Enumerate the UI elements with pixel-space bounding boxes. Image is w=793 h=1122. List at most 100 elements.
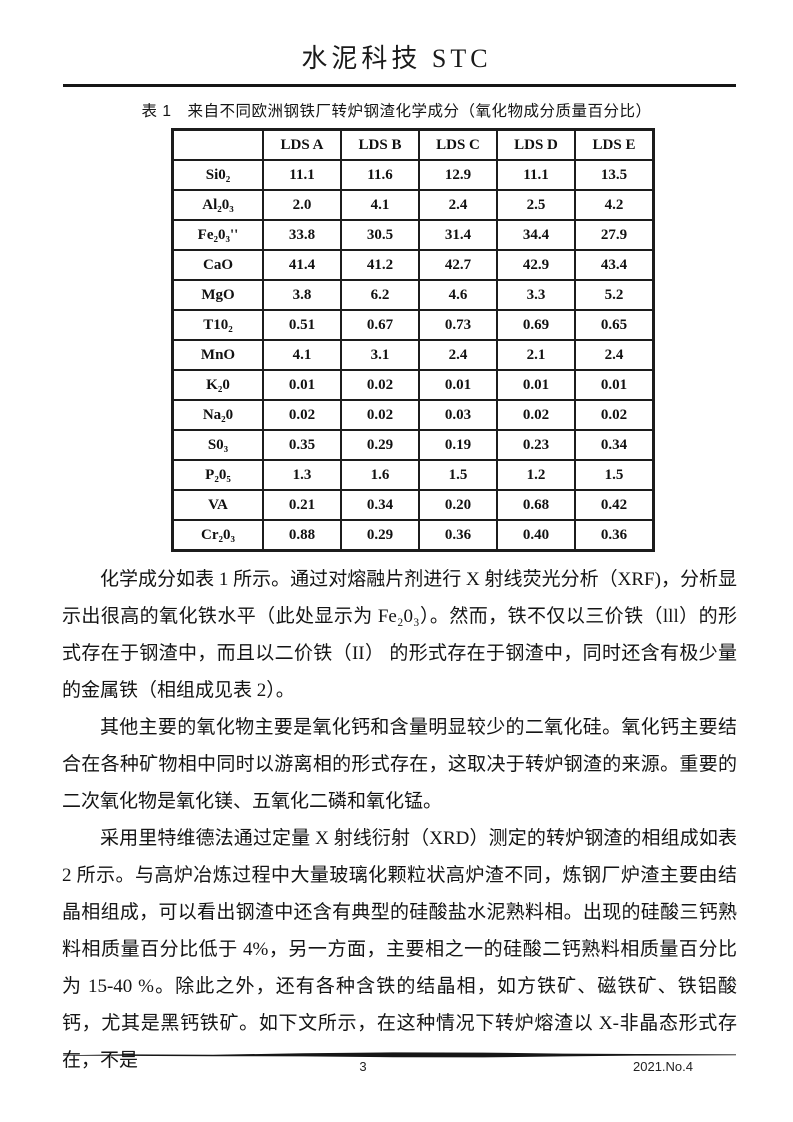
table-cell: 0.35 <box>262 429 342 461</box>
table-cell: 0.40 <box>496 519 576 552</box>
table-row: S0₃ 0.35 0.29 0.19 0.23 0.34 <box>171 429 655 461</box>
table-cell: 0.34 <box>574 429 655 461</box>
row-label: MgO <box>171 279 264 311</box>
row-label: T10₂ <box>171 309 264 341</box>
footer-rule <box>63 1052 736 1058</box>
row-label: MnO <box>171 339 264 371</box>
table-head: LDS A LDS B LDS C LDS D LDS E <box>171 128 655 161</box>
row-label: Si0₂ <box>171 159 264 191</box>
table-cell: 11.1 <box>262 159 342 191</box>
table-cell: 43.4 <box>574 249 655 281</box>
table-cell: 4.2 <box>574 189 655 221</box>
table-cell: 0.73 <box>418 309 498 341</box>
table-cell: 0.42 <box>574 489 655 521</box>
table-cell: 1.5 <box>574 459 655 491</box>
table-cell: 0.01 <box>496 369 576 401</box>
table-cell: 30.5 <box>340 219 420 251</box>
table-cell: 0.23 <box>496 429 576 461</box>
table-cell: 0.68 <box>496 489 576 521</box>
table-row: MnO 4.1 3.1 2.4 2.1 2.4 <box>171 339 655 371</box>
journal-title: 水泥科技 STC <box>301 44 492 73</box>
row-label: Cr₂0₃ <box>171 519 264 552</box>
table-cell: 2.1 <box>496 339 576 371</box>
table-cell: 0.21 <box>262 489 342 521</box>
table-cell: 34.4 <box>496 219 576 251</box>
table-cell: 33.8 <box>262 219 342 251</box>
table-cell: 2.4 <box>418 339 498 371</box>
table-row: CaO 41.4 41.2 42.7 42.9 43.4 <box>171 249 655 281</box>
table-cell: 41.4 <box>262 249 342 281</box>
row-label: S0₃ <box>171 429 264 461</box>
table-cell: 1.6 <box>340 459 420 491</box>
table-cell: 5.2 <box>574 279 655 311</box>
row-label: Fe₂0₃'' <box>171 219 264 251</box>
table-cell: 2.0 <box>262 189 342 221</box>
table-cell: 0.02 <box>340 399 420 431</box>
table-cell: 0.20 <box>418 489 498 521</box>
paragraph-3: 采用里特维德法通过定量 X 射线衍射（XRD）测定的转炉钢渣的相组成如表 2 所… <box>62 828 737 1071</box>
table-cell: 2.4 <box>574 339 655 371</box>
table-cell: 0.29 <box>340 429 420 461</box>
table-cell: 11.1 <box>496 159 576 191</box>
paragraph-1: 化学成分如表 1 所示。通过对熔融片剂进行 X 射线荧光分析（XRF)，分析显示… <box>62 569 737 701</box>
row-label: CaO <box>171 249 264 281</box>
table-cell: 41.2 <box>340 249 420 281</box>
table-cell: 0.02 <box>262 399 342 431</box>
table-cell: 0.34 <box>340 489 420 521</box>
table-cell: 4.6 <box>418 279 498 311</box>
table-cell: 0.02 <box>574 399 655 431</box>
table-row: P₂0₅ 1.3 1.6 1.5 1.2 1.5 <box>171 459 655 491</box>
table-row: Cr₂0₃ 0.88 0.29 0.36 0.40 0.36 <box>171 519 655 552</box>
table-cell: 3.3 <box>496 279 576 311</box>
table-cell: 42.9 <box>496 249 576 281</box>
table-cell: 3.1 <box>340 339 420 371</box>
table-body: Si0₂ 11.1 11.6 12.9 11.1 13.5 Al₂0₃ 2.0 4.1 2.4 2.… <box>171 159 655 552</box>
row-label: K₂0 <box>171 369 264 401</box>
table-row: MgO 3.8 6.2 4.6 3.3 5.2 <box>171 279 655 311</box>
footer-rule-shape <box>63 1052 736 1058</box>
table-row: K₂0 0.01 0.02 0.01 0.01 0.01 <box>171 369 655 401</box>
header-rule <box>63 84 736 87</box>
table-row: Na₂0 0.02 0.02 0.03 0.02 0.02 <box>171 399 655 431</box>
table-cell: 4.1 <box>340 189 420 221</box>
article-body: 化学成分如表 1 所示。通过对熔融片剂进行 X 射线荧光分析（XRF)，分析显示… <box>62 561 737 1079</box>
table-row: Al₂0₃ 2.0 4.1 2.4 2.5 4.2 <box>171 189 655 221</box>
table-cell: 42.7 <box>418 249 498 281</box>
table-cell: 1.5 <box>418 459 498 491</box>
table-row: T10₂ 0.51 0.67 0.73 0.69 0.65 <box>171 309 655 341</box>
table-cell: 27.9 <box>574 219 655 251</box>
table-cell: 4.1 <box>262 339 342 371</box>
table-cell: 1.3 <box>262 459 342 491</box>
table-header-row: LDS A LDS B LDS C LDS D LDS E <box>171 128 655 161</box>
row-label: Na₂0 <box>171 399 264 431</box>
table-cell: 2.5 <box>496 189 576 221</box>
table-cell: 2.4 <box>418 189 498 221</box>
composition-table: LDS A LDS B LDS C LDS D LDS E Si0₂ 11.1 11.6 12… <box>171 128 655 552</box>
table-cell: 0.02 <box>496 399 576 431</box>
table-cell: 0.01 <box>418 369 498 401</box>
table-cell: 6.2 <box>340 279 420 311</box>
table-cell: 0.29 <box>340 519 420 552</box>
table-row: Fe₂0₃'' 33.8 30.5 31.4 34.4 27.9 <box>171 219 655 251</box>
column-header: LDS C <box>418 128 498 161</box>
table-cell: 0.01 <box>574 369 655 401</box>
row-label: VA <box>171 489 264 521</box>
table-cell: 0.36 <box>574 519 655 552</box>
page-number: 3 <box>359 1059 367 1074</box>
table-cell: 12.9 <box>418 159 498 191</box>
issue-label: 2021.No.4 <box>633 1059 693 1074</box>
column-header: LDS D <box>496 128 576 161</box>
column-header: LDS E <box>574 128 655 161</box>
table-cell: 0.36 <box>418 519 498 552</box>
table-cell: 0.02 <box>340 369 420 401</box>
corner-cell <box>171 128 264 161</box>
column-header: LDS B <box>340 128 420 161</box>
table-cell: 1.2 <box>496 459 576 491</box>
table-cell: 0.01 <box>262 369 342 401</box>
table-cell: 13.5 <box>574 159 655 191</box>
paragraph-2: 其他主要的氧化物主要是氧化钙和含量明显较少的二氧化硅。氧化钙主要结合在各种矿物相… <box>62 717 737 812</box>
table-cell: 0.65 <box>574 309 655 341</box>
table-cell: 0.67 <box>340 309 420 341</box>
table-cell: 31.4 <box>418 219 498 251</box>
